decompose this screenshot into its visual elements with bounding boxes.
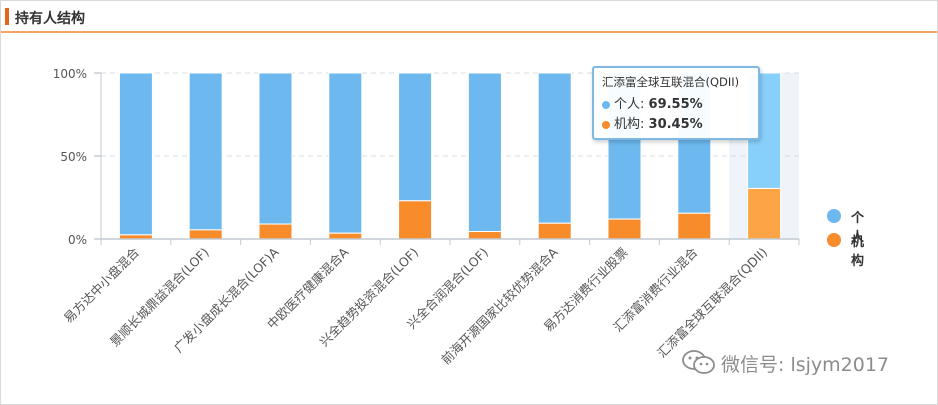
tooltip-label-institution: 机构 (614, 117, 641, 132)
bar-institution (537, 222, 572, 240)
watermark-text: 微信号: lsjym2017 (721, 354, 890, 376)
bar-institution (677, 212, 712, 240)
x-tick-label: 前海开源国家比较优势混合A (438, 244, 561, 367)
bar-individual (328, 72, 363, 234)
panel-title: 持有人结构 (15, 11, 85, 27)
bar-institution (398, 200, 433, 240)
legend-dot-institution (827, 233, 841, 247)
x-tick-label: 易方达中小盘混合 (61, 244, 143, 326)
bar-institution (328, 232, 363, 240)
bar-institution (188, 229, 223, 240)
tooltip-row-institution: 机构: 30.45% (602, 113, 703, 132)
legend-label-institution: 机构 (851, 235, 865, 269)
tooltip-title: 汇添富全球互联混合(QDII) (602, 75, 740, 89)
y-tick-label: 50% (60, 150, 87, 164)
tooltip-value-individual: 69.55% (648, 97, 703, 112)
bar-institution (747, 187, 782, 240)
tooltip-value-institution: 30.45% (648, 117, 703, 132)
bar-individual (467, 72, 502, 233)
wechat-logo-icon (682, 350, 715, 374)
panel-header: 持有人结构 (1, 1, 937, 33)
y-tick-label: 100% (53, 67, 87, 81)
tooltip-row-individual: 个人: 69.55% (602, 93, 703, 112)
chart-tooltip: 汇添富全球互联混合(QDII) 个人: 69.55% 机构: 30.45% (592, 66, 760, 140)
bar-individual (258, 72, 293, 225)
bar-institution (607, 218, 642, 240)
bar-individual (188, 72, 223, 231)
tooltip-dot-individual (602, 100, 610, 109)
tooltip-label-individual: 个人 (614, 97, 641, 112)
bar-individual (398, 72, 433, 202)
legend-dot-individual (827, 209, 841, 223)
tooltip-dot-institution (602, 120, 610, 129)
bar-institution (467, 231, 502, 240)
bar-individual (118, 72, 153, 236)
legend-label-individual: 个人 (851, 211, 865, 245)
bar-institution (258, 223, 293, 240)
header-accent-bar (5, 8, 9, 25)
y-tick-label: 0% (68, 233, 87, 247)
bar-individual (537, 72, 572, 224)
